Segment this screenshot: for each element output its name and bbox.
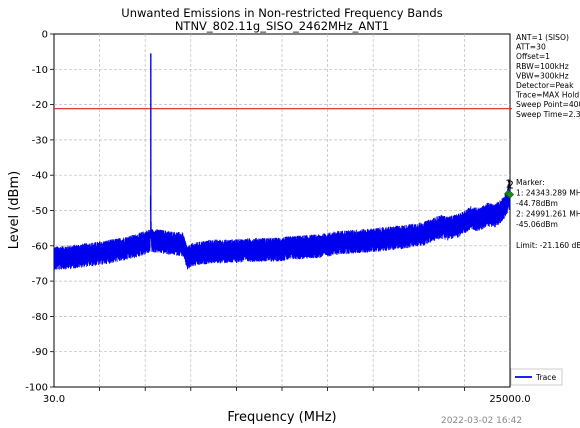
legend-box [510,368,563,386]
marker-panel-line: Limit: -21.160 dBm [516,241,580,250]
marker-panel: Marker: 1: 24343.289 MHz -44.78dBm 2: 2499… [516,178,580,250]
y-tick-label: -70 [32,277,48,288]
legend: Trace [510,368,563,386]
legend-entry-trace: Trace [535,373,556,382]
x-tick-label-start: 30.0 [43,394,65,405]
settings-line: VBW=300kHz [516,71,569,80]
chart-title: Unwanted Emissions in Non-restricted Fre… [121,6,442,20]
settings-line: Sweep Time=2.387s [516,110,580,119]
y-tick-label: -10 [32,65,48,76]
y-tick-label: -40 [32,171,48,182]
settings-panel: ANT=1 (SISO)ATT=30Offset=1RBW=100kHzVBW=… [515,33,580,119]
marker-panel-line: 1: 24343.289 MHz [516,189,580,198]
timestamp: 2022-03-02 16:42 [441,416,522,426]
y-tick-label: -90 [32,347,48,358]
x-tick-label-end: 25000.0 [489,394,530,405]
marker-layer: 12 [504,178,515,199]
y-tick-label: 0 [42,30,48,41]
marker-1-label: 1 [505,178,512,191]
marker-panel-line: -45.06dBm [516,220,558,229]
y-tick-label: -80 [32,312,48,323]
trace-layer [54,53,510,271]
marker-2-diamond [505,190,515,199]
trace-line [54,53,510,271]
chart-subtitle: NTNV_802.11g_SISO_2462MHz_ANT1 [175,19,389,33]
y-tick-label: -50 [32,206,48,217]
y-axis-label: Level (dBm) [7,171,22,249]
y-tick-label: -30 [32,135,48,146]
settings-line: ATT=30 [516,43,546,52]
y-axis-ticks: 0 -10 -20 -30 -40 -50 -60 -70 -80 -90 -100 [25,30,54,394]
grid [54,34,510,391]
marker-2-label: 2 [507,179,514,192]
settings-line: RBW=100kHz [516,62,569,71]
y-tick-label: -60 [32,241,48,252]
marker-panel-line: 2: 24991.261 MHz [516,210,580,219]
marker-panel-line: Marker: [516,178,545,187]
settings-line: Trace=MAX Hold [515,91,579,100]
y-tick-label: -20 [32,100,48,111]
x-axis-label: Frequency (MHz) [227,410,336,425]
settings-line: ANT=1 (SISO) [516,33,569,42]
settings-line: Offset=1 [516,52,550,61]
settings-line: Sweep Point=40001 [516,100,580,109]
marker-panel-line: -44.78dBm [516,199,558,208]
y-tick-label: -100 [25,383,48,394]
settings-line: Detector=Peak [516,81,574,90]
